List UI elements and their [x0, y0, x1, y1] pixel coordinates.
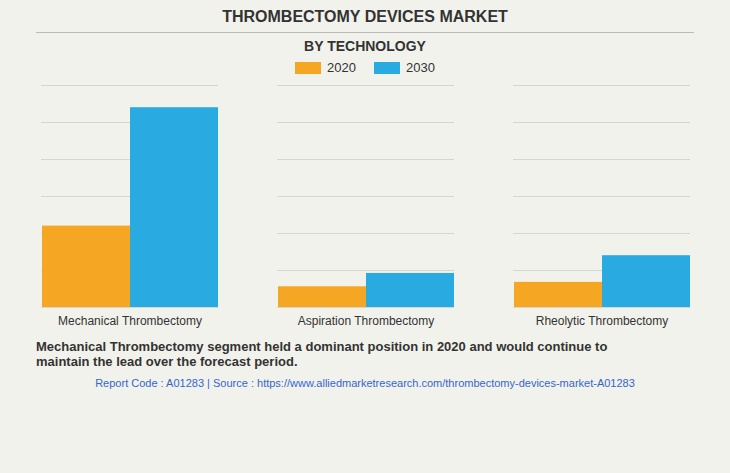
- svg-text:Rheolytic Thrombectomy: Rheolytic Thrombectomy: [536, 314, 669, 328]
- html-text:2020: 2020: [327, 60, 356, 75]
- html-text:2030: 2030: [406, 60, 435, 75]
- svg-text:Mechanical Thrombectomy: Mechanical Thrombectomy: [58, 314, 202, 328]
- svg-text:Aspiration Thrombectomy: Aspiration Thrombectomy: [298, 314, 435, 328]
- html-text:Report Code : A01283 | Source: Report Code : A01283 | Source : https://…: [95, 377, 635, 389]
- html-text:THROMBECTOMY DEVICES MARKET: THROMBECTOMY DEVICES MARKET: [222, 8, 508, 25]
- html-text:BY TECHNOLOGY: BY TECHNOLOGY: [304, 38, 426, 54]
- html-text:Mechanical Thrombectomy segmen: Mechanical Thrombectomy segment held a d…: [36, 339, 608, 369]
